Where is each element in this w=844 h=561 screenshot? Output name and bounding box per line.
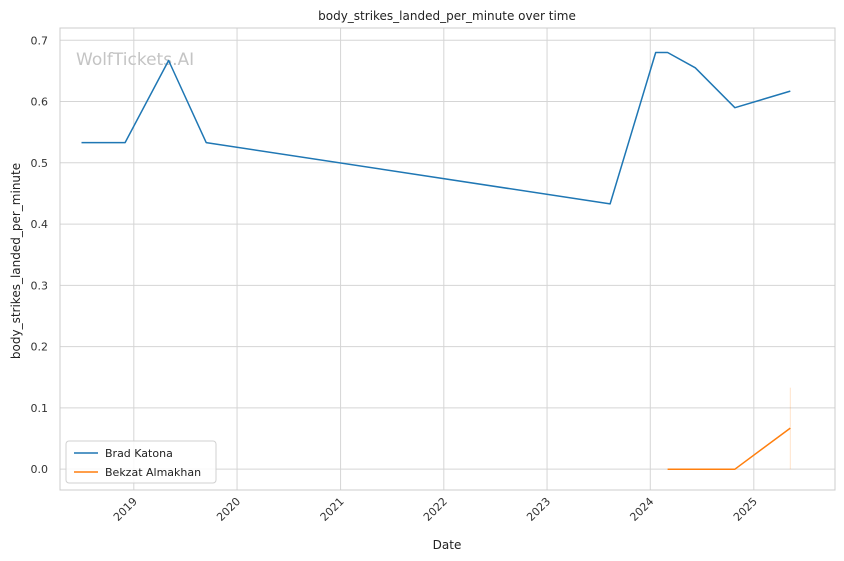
series-layer — [81, 51, 791, 470]
legend: Brad Katona Bekzat Almakhan — [65, 440, 217, 484]
y-tick-label: 0.3 — [31, 279, 49, 292]
series-line — [667, 427, 791, 470]
y-tick-label: 0.6 — [31, 96, 49, 109]
y-tick-label: 0.7 — [31, 34, 49, 47]
y-tick-label: 0.1 — [31, 402, 49, 415]
series-line — [81, 51, 791, 205]
legend-label: Bekzat Almakhan — [105, 466, 201, 479]
chart-title: body_strikes_landed_per_minute over time — [318, 9, 576, 23]
plot-frame — [59, 27, 836, 491]
plot-border — [59, 27, 836, 491]
y-tick-label: 0.0 — [31, 463, 49, 476]
y-tick-label: 0.2 — [31, 341, 49, 354]
y-axis-label: body_strikes_landed_per_minute — [9, 163, 23, 359]
y-tick-labels: 0.0 0.1 0.2 0.3 0.4 0.5 0.6 0.7 — [31, 34, 49, 476]
legend-box — [65, 440, 217, 484]
x-axis-label: Date — [433, 538, 462, 552]
y-tick-label: 0.5 — [31, 157, 49, 170]
legend-label: Brad Katona — [105, 447, 173, 460]
y-tick-label: 0.4 — [31, 218, 49, 231]
watermark: WolfTickets.AI — [76, 50, 194, 70]
